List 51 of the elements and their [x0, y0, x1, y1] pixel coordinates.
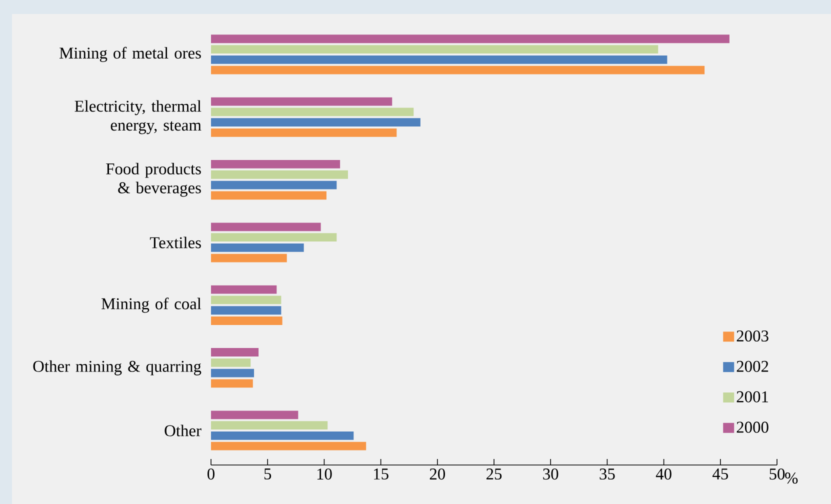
x-tick-label: 30 [543, 468, 558, 480]
bar [211, 170, 348, 179]
bar [211, 316, 282, 325]
bar [211, 45, 658, 54]
bar [211, 348, 259, 356]
y-tick-label: Other [164, 424, 202, 436]
bar [211, 222, 321, 232]
bar [211, 296, 282, 304]
legend-label: 2003 [736, 330, 768, 342]
bar [211, 421, 328, 430]
x-tick-label: 20 [430, 468, 445, 480]
bar [211, 442, 366, 450]
bar [211, 254, 287, 262]
bar [211, 358, 251, 367]
bar [211, 233, 337, 242]
x-tick-label: 50 [770, 468, 785, 480]
x-tick-label: 5 [264, 468, 272, 480]
x-tick-label: 45 [712, 468, 728, 480]
x-tick-label: 10 [317, 468, 332, 480]
x-tick-label: 15 [374, 468, 388, 480]
bar [211, 97, 392, 106]
bar [211, 379, 253, 388]
y-tick-label: Mining of metal ores [60, 46, 201, 62]
bar [211, 285, 277, 294]
bar [211, 34, 730, 44]
bar [211, 118, 420, 127]
x-tick-label: 25 [486, 468, 502, 480]
bar [211, 191, 326, 200]
y-tick-label: Textiles [150, 236, 201, 248]
bar [211, 306, 282, 315]
legend-label: 2002 [736, 360, 768, 372]
bar [211, 55, 668, 64]
bar [211, 410, 298, 420]
y-tick-label: Other mining & quarring [33, 360, 202, 376]
bar [211, 432, 354, 440]
bar [211, 160, 340, 168]
bar [211, 180, 337, 190]
bar [211, 243, 304, 252]
bar [211, 66, 705, 74]
y-tick-label: Electricity, thermal energy, steam [74, 100, 202, 134]
legend-label: 2000 [736, 422, 768, 433]
x-tick-label: 35 [600, 468, 615, 480]
legend-label: 2001 [736, 391, 768, 402]
bar [211, 128, 397, 137]
x-tick-label: 0 [208, 468, 214, 480]
bar [211, 108, 414, 116]
x-axis-title: % [785, 472, 798, 484]
y-tick-label: Mining of coal [102, 298, 202, 313]
bar [211, 368, 254, 378]
x-tick-label: 40 [656, 468, 672, 480]
y-tick-label: Food products & beverages [106, 162, 201, 197]
